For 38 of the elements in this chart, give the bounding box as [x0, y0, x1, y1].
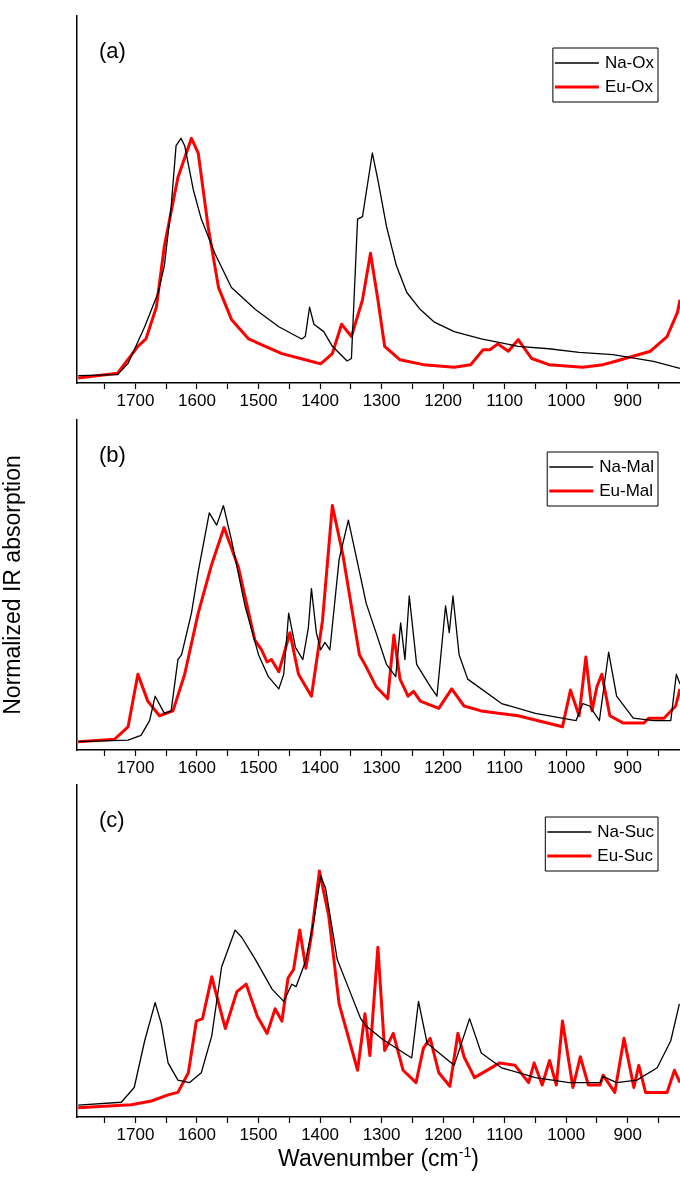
text: (b)	[99, 442, 126, 467]
x-tick-label: 1700	[116, 757, 155, 777]
y-axis-title: Normalized IR absorption	[0, 455, 26, 715]
x-tick-label: 1300	[362, 757, 401, 777]
x-tick-label: 1200	[424, 390, 463, 410]
x-tick-label: 1300	[362, 1124, 401, 1144]
x-tick-label: 1500	[239, 390, 278, 410]
x-tick-label: 1600	[178, 757, 216, 777]
text: (a)	[99, 38, 126, 63]
x-tick-label: 1400	[301, 390, 339, 410]
x-tick-label: 1100	[486, 390, 523, 410]
x-tick-label: 1000	[547, 757, 586, 777]
legend-label: Na-Ox	[604, 52, 655, 72]
x-tick-label: 1600	[178, 390, 216, 410]
legend-label: Eu-Suc	[597, 845, 654, 865]
legend-label: Eu-Mal	[599, 480, 654, 500]
x-tick-label: 1400	[301, 1124, 339, 1144]
x-tick-label: 1100	[486, 1124, 523, 1144]
legend-label: Eu-Ox	[604, 76, 654, 96]
x-tick-label: 1700	[116, 1124, 155, 1144]
x-tick-label: 1700	[116, 390, 155, 410]
x-tick-label: 1600	[178, 1124, 216, 1144]
x-tick-label: 1000	[547, 390, 586, 410]
text: (c)	[99, 807, 125, 832]
x-tick-label: 1500	[239, 757, 278, 777]
legend-label: Na-Mal	[599, 456, 655, 476]
x-axis-title: Wavenumber (cm$^{-1}$)	[277, 1144, 480, 1172]
x-tick-label: 900	[613, 757, 642, 777]
x-tick-label: 1100	[486, 757, 523, 777]
x-tick-label: 1200	[424, 1124, 463, 1144]
x-tick-label: 1200	[424, 757, 463, 777]
legend-label: Na-Suc	[597, 821, 655, 841]
x-tick-label: 1400	[301, 757, 339, 777]
x-tick-label: 900	[613, 1124, 642, 1144]
x-tick-label: 900	[613, 390, 642, 410]
x-tick-label: 1500	[239, 1124, 278, 1144]
x-tick-label: 1300	[362, 390, 401, 410]
x-tick-label: 1000	[547, 1124, 586, 1144]
